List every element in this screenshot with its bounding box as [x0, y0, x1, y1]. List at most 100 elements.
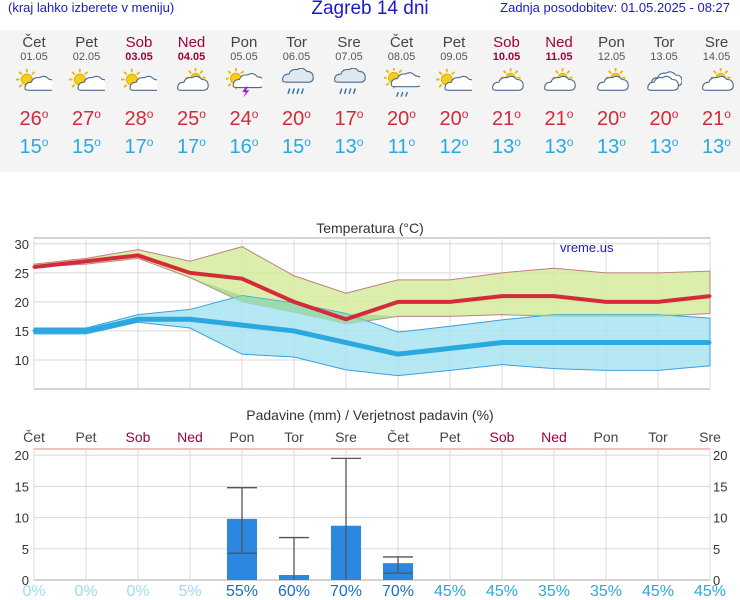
max-temperature-point — [240, 277, 244, 281]
precipitation-probability: 45% — [486, 583, 518, 600]
min-temperature-point — [552, 341, 556, 345]
y-tick-label: 15 — [15, 324, 29, 339]
min-temperature: 13o — [597, 135, 626, 158]
max-temperature-point — [188, 271, 192, 275]
x-tick-label: Čet — [387, 429, 409, 445]
day-column: Čet 01.05 26o 15o — [8, 34, 60, 158]
cloud-sun-icon — [166, 68, 218, 100]
max-temperature-point — [292, 300, 296, 304]
day-name: Čet — [22, 34, 46, 51]
cloud-sun-icon — [533, 68, 585, 100]
day-date: 03.05 — [125, 51, 153, 63]
min-temperature-point — [240, 323, 244, 327]
min-temperature: 16o — [229, 135, 259, 158]
max-temperature-point — [552, 294, 556, 298]
header-left-note: (kraj lahko izberete v meniju) — [8, 0, 175, 15]
day-date: 13.05 — [650, 51, 678, 63]
y-tick-label: 15 — [15, 479, 29, 494]
x-tick-label: Pet — [439, 429, 460, 445]
day-column: Sob 03.05 28o 17o — [113, 34, 165, 158]
cloud-sun-icon — [691, 68, 740, 100]
x-tick-label: Tor — [284, 429, 304, 445]
y-tick-label-right: 5 — [713, 542, 720, 557]
max-temperature-point — [136, 253, 140, 257]
min-temperature: 15o — [19, 135, 49, 158]
max-temperature-point — [396, 300, 400, 304]
x-tick-label: Sre — [335, 429, 357, 445]
max-temperature-point — [344, 317, 348, 321]
precipitation-probability: 60% — [278, 583, 310, 600]
day-column: Tor 06.05 20o 15o — [271, 34, 323, 158]
precipitation-probability: 0% — [74, 583, 97, 600]
cloud-rain-icon — [323, 68, 375, 100]
day-name: Tor — [653, 34, 675, 51]
day-column: Ned 04.05 25o 17o — [166, 34, 218, 158]
max-temperature: 21o — [544, 107, 574, 130]
day-column: Ned 11.05 21o 13o — [533, 34, 585, 158]
day-name: Pon — [598, 34, 625, 51]
max-temperature-point — [708, 294, 712, 298]
sun-cloud-icon — [8, 68, 60, 100]
max-temperature: 24o — [229, 107, 259, 130]
y-tick-label: 5 — [22, 542, 29, 557]
min-temperature: 11o — [387, 135, 416, 158]
precipitation-probability: 70% — [382, 583, 414, 600]
day-date: 07.05 — [335, 51, 363, 63]
day-name: Čet — [389, 34, 414, 51]
precipitation-chart: Padavine (mm) / Verjetnost padavin (%) Če… — [15, 407, 728, 600]
day-name: Sob — [125, 34, 153, 51]
max-temperature-point — [604, 300, 608, 304]
min-temperature-point — [84, 329, 88, 333]
watermark: vreme.us — [560, 240, 614, 255]
day-name: Ned — [177, 34, 206, 51]
precipitation-probability: 45% — [434, 583, 466, 600]
day-name: Sob — [493, 34, 520, 51]
precipitation-probability: 0% — [126, 583, 149, 600]
x-tick-label: Pet — [75, 429, 96, 445]
min-temperature-point — [136, 317, 140, 321]
thunder-icon — [218, 68, 270, 100]
max-temperature: 20o — [597, 107, 626, 130]
day-column: Pet 02.05 27o 15o — [61, 34, 113, 158]
day-name: Pet — [75, 34, 98, 51]
max-temperature-point — [500, 294, 504, 298]
cloud-rain-icon — [271, 68, 323, 100]
day-date: 04.05 — [177, 51, 206, 63]
max-temperature: 25o — [177, 107, 206, 130]
sun-cloud-icon — [61, 68, 113, 100]
y-tick-label: 25 — [15, 266, 29, 281]
day-column: Tor 13.05 20o 13o — [638, 34, 690, 158]
day-date: 09.05 — [440, 51, 468, 63]
temperature-chart: Temperatura (°C) 10 15 20 25 30 vreme.us — [15, 220, 712, 390]
day-column: Pet 09.05 20o 12o — [428, 34, 480, 158]
day-column: Sob 10.05 21o 13o — [481, 34, 533, 158]
max-temperature-point — [656, 300, 660, 304]
x-tick-label: Pon — [230, 429, 255, 445]
day-name: Ned — [545, 34, 573, 51]
day-date: 05.05 — [230, 51, 258, 63]
y-tick-label-right: 20 — [713, 448, 727, 463]
last-update: Zadnja posodobitev: 01.05.2025 - 08:27 — [500, 0, 730, 15]
day-date: 14.05 — [702, 51, 731, 63]
min-temperature-point — [292, 329, 296, 333]
day-column: Sre 07.05 17o 13o — [323, 34, 375, 158]
max-temperature: 26o — [19, 107, 49, 130]
max-temperature: 28o — [124, 107, 154, 130]
precipitation-probability: 45% — [694, 583, 726, 600]
min-temperature-point — [708, 341, 712, 345]
max-temperature: 27o — [72, 107, 101, 130]
day-name: Sre — [337, 34, 361, 51]
precipitation-probability: 35% — [590, 583, 622, 600]
precipitation-probability: 70% — [330, 583, 362, 600]
cloud-sun-icon — [586, 68, 638, 100]
day-column: Pon 05.05 24o 16o — [218, 34, 270, 158]
min-temperature: 13o — [544, 135, 574, 158]
day-date: 02.05 — [72, 51, 101, 63]
max-temperature-point — [32, 265, 36, 269]
min-temperature: 17o — [177, 135, 206, 158]
max-temperature: 20o — [282, 107, 311, 130]
cloud-icon — [638, 68, 690, 100]
min-temperature-point — [32, 329, 36, 333]
min-temperature: 13o — [492, 135, 521, 158]
y-tick-label-right: 10 — [713, 511, 727, 526]
